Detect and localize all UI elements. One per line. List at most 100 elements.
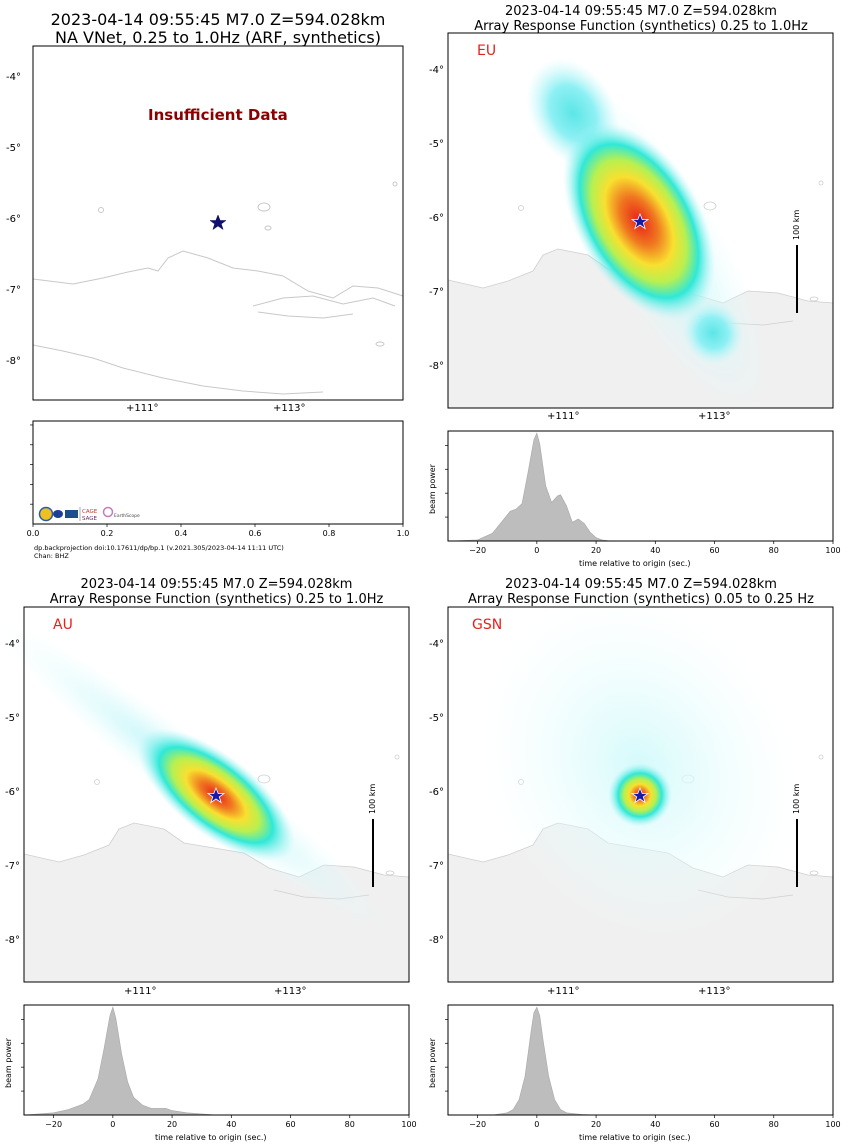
panel-na-title-line2: NA VNet, 0.25 to 1.0Hz (ARF, synthetics) (55, 28, 381, 48)
eu-xlabel: time relative to origin (sec.) (579, 559, 691, 568)
panel-gsn-map (447, 594, 834, 983)
plot-frame (447, 1004, 834, 1116)
x-tick-label: 60 (709, 1120, 719, 1129)
na-lat-tick-6: -6° (6, 214, 21, 225)
panel-eu-title-line1: 2023-04-14 09:55:45 M7.0 Z=594.028km (505, 4, 777, 19)
au-lat-tick-5: -5° (5, 713, 20, 724)
epicenter-star-icon (630, 212, 650, 230)
eu-lon-tick-113: +113° (698, 411, 731, 422)
x-tick-label: 20 (167, 1120, 177, 1129)
au-lon-tick-113: +113° (274, 986, 307, 997)
x-tick-label: 60 (709, 546, 719, 555)
plot-background (448, 1005, 833, 1115)
scale-label-au: 100 km (368, 783, 377, 814)
au-xlabel: time relative to origin (sec.) (155, 1133, 267, 1142)
network-label-au: AU (53, 617, 73, 633)
nsf-logo-icon (38, 506, 54, 522)
au-lat-tick-6: -6° (5, 787, 20, 798)
epicenter-star-icon (209, 214, 227, 231)
panel-au-title-line1: 2023-04-14 09:55:45 M7.0 Z=594.028km (80, 577, 353, 592)
cage-logo-text: CAGE (82, 509, 98, 515)
na-lat-tick-7: -7° (6, 285, 21, 296)
sage-logo-text: SAGE (82, 516, 98, 522)
panel-na-map (32, 45, 404, 401)
na-lat-tick-5: -5° (6, 143, 21, 154)
x-tick-label: 0.6 (249, 529, 262, 538)
eu-lat-tick-7: -7° (429, 287, 444, 298)
au-lat-tick-8: -8° (5, 935, 20, 946)
epicenter-star-icon (630, 786, 650, 804)
x-tick-label: 0.2 (101, 529, 114, 538)
plot-background (24, 1005, 409, 1115)
panel-na-beam-chart: 0.0 0.2 0.4 0.6 0.8 1.0 (27, 420, 409, 538)
x-tick-label: 100 (401, 1120, 416, 1129)
plot-background (33, 421, 403, 524)
nasa-logo-icon (53, 510, 63, 518)
au-lat-tick-7: -7° (5, 861, 20, 872)
scale-label-gsn: 100 km (792, 783, 801, 814)
x-tick-label: −20 (469, 546, 486, 555)
x-tick-label: 20 (591, 546, 601, 555)
panel-eu-title: 2023-04-14 09:55:45 M7.0 Z=594.028km Arr… (447, 4, 835, 35)
panel-eu-map (447, 32, 834, 416)
gsn-lat-tick-5: -5° (429, 713, 444, 724)
panel-au-title-line2: Array Response Function (synthetics) 0.2… (49, 591, 384, 607)
x-tick-label: 60 (285, 1120, 295, 1129)
x-tick-label: 40 (226, 1120, 236, 1129)
panel-eu-title-line2: Array Response Function (synthetics) 0.2… (474, 18, 808, 34)
na-lon-tick-113: +113° (273, 403, 306, 414)
footer-channel: Chan: BHZ (34, 552, 69, 560)
gsn-lat-tick-6: -6° (429, 787, 444, 798)
gsn-ylabel: beam power (428, 1038, 437, 1088)
x-tick-label: −20 (469, 1120, 486, 1129)
panel-gsn-beam-chart: −20 0 20 40 60 80 100 (445, 1004, 841, 1129)
gsn-lat-tick-8: -8° (429, 935, 444, 946)
panel-na-title: 2023-04-14 09:55:45 M7.0 Z=594.028km NA … (30, 10, 406, 48)
na-lon-tick-111: +111° (126, 403, 159, 414)
x-tick-label: 80 (769, 546, 779, 555)
beam-power-area (447, 432, 833, 542)
x-tick-label: 0 (110, 1120, 115, 1129)
x-tick-label: 100 (825, 1120, 840, 1129)
gsn-lat-tick-4: -4° (429, 639, 444, 650)
eu-lon-tick-111: +111° (547, 411, 580, 422)
usgs-logo-icon (65, 510, 78, 518)
au-ylabel: beam power (4, 1038, 13, 1088)
plot-frame (447, 430, 834, 542)
panel-eu-beam-chart: −20 0 20 40 60 80 100 (445, 430, 841, 555)
epicenter-star-icon (206, 786, 226, 804)
panel-au-map (0, 606, 410, 983)
scale-label-eu: 100 km (792, 209, 801, 240)
x-tick-label: 20 (591, 1120, 601, 1129)
earthscope-logo-icon (102, 506, 114, 518)
eu-lat-tick-5: -5° (429, 139, 444, 150)
eu-lat-tick-6: -6° (429, 213, 444, 224)
plot-frame (23, 1004, 410, 1116)
x-tick-label: 0 (534, 546, 539, 555)
gsn-lat-tick-7: -7° (429, 861, 444, 872)
gsn-lon-tick-113: +113° (698, 986, 731, 997)
na-lat-tick-8: -8° (6, 356, 21, 367)
x-tick-label: 0 (534, 1120, 539, 1129)
network-label-eu: EU (477, 43, 497, 59)
panel-gsn-title-line1: 2023-04-14 09:55:45 M7.0 Z=594.028km (505, 577, 777, 592)
beam-power-area (23, 1006, 409, 1116)
data-provider-logos: CAGE SAGE EarthScope (38, 506, 140, 522)
panel-au-beam-chart: −20 0 20 40 60 80 100 (21, 1004, 417, 1129)
insufficient-data-message: Insufficient Data (148, 106, 288, 124)
eu-lat-tick-4: -4° (429, 65, 444, 76)
x-tick-label: 1.0 (397, 529, 410, 538)
x-tick-label: 0.4 (175, 529, 188, 538)
panel-au-title: 2023-04-14 09:55:45 M7.0 Z=594.028km Arr… (24, 577, 409, 608)
x-tick-label: 0.0 (27, 529, 40, 538)
x-tick-label: −20 (45, 1120, 62, 1129)
x-tick-label: 40 (650, 1120, 660, 1129)
x-tick-label: 0.8 (323, 529, 336, 538)
au-lon-tick-111: +111° (124, 986, 157, 997)
x-tick-label: 80 (345, 1120, 355, 1129)
x-tick-label: 100 (825, 546, 840, 555)
network-label-gsn: GSN (472, 617, 503, 633)
x-tick-label: 80 (769, 1120, 779, 1129)
footer-doi: dp.backprojection doi:10.17611/dp/bp.1 (… (34, 544, 284, 552)
eu-lat-tick-8: -8° (429, 361, 444, 372)
